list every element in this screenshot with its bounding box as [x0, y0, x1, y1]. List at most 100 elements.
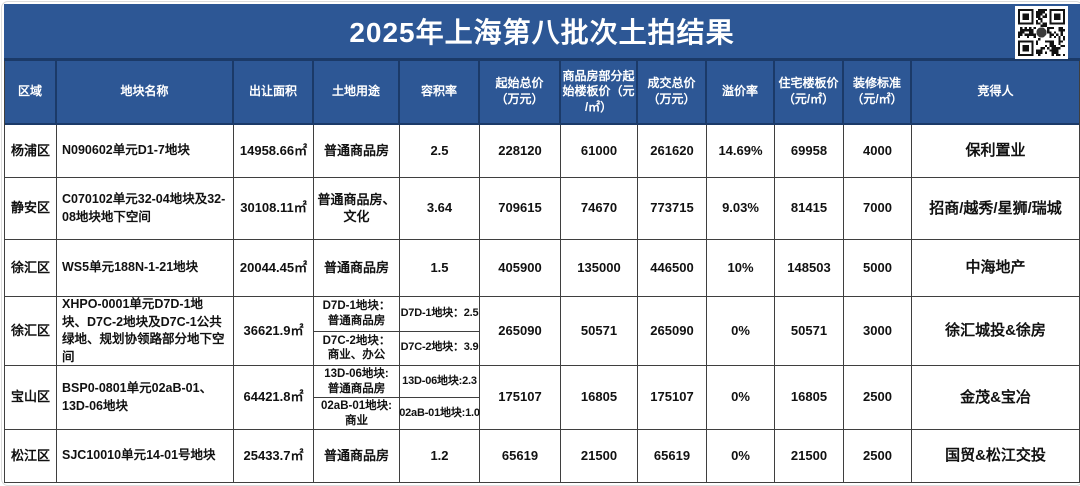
name-cell: N090602单元D1-7地块 — [57, 125, 234, 177]
start-floor-cell: 16805 — [561, 366, 638, 429]
far-subcell: 02aB-01地块:1.0 — [399, 406, 480, 419]
premium-cell: 0% — [707, 366, 775, 429]
area-cell: 30108.11㎡ — [234, 178, 314, 239]
decor-cell: 7000 — [844, 178, 912, 239]
column-header-decor: 装修标准 （元/㎡） — [844, 61, 912, 123]
deal-total-cell: 175107 — [638, 366, 707, 429]
res-floor-cell: 81415 — [775, 178, 844, 239]
qr-code-icon — [1018, 9, 1065, 56]
use-subcell: D7D-1地块： 普通商品房 — [314, 297, 399, 332]
table-row-2: 静安区 C070102单元32-04地块及32-08地块地下空间 30108.11㎡… — [5, 178, 1079, 240]
far-cell: D7D-1地块：2.5 D7C-2地块：3.9 — [400, 297, 480, 365]
use-cell: 13D-06地块: 普通商品房 02aB-01地块: 商业 — [314, 366, 400, 429]
region-cell: 徐汇区 — [5, 240, 57, 296]
start-floor-cell: 50571 — [561, 297, 638, 365]
region-cell: 徐汇区 — [5, 297, 57, 365]
premium-cell: 14.69% — [707, 125, 775, 177]
winner-cell: 招商/越秀/星狮/瑞城 — [929, 199, 1062, 217]
column-header-name: 地块名称 — [57, 61, 234, 123]
name-cell: BSP0-0801单元02aB-01、13D-06地块 — [57, 366, 234, 429]
res-floor-cell: 50571 — [775, 297, 844, 365]
area-cell: 36621.9㎡ — [234, 297, 314, 365]
premium-cell: 10% — [707, 240, 775, 296]
winner-cell: 国贸&松江交投 — [945, 447, 1046, 465]
table-row-1: 杨浦区 N090602单元D1-7地块 14958.66㎡ 普通商品房 2.5 22812… — [5, 125, 1079, 178]
far-cell: 2.5 — [400, 125, 480, 177]
far-subcell: 13D-06地块:2.3 — [400, 366, 479, 398]
area-cell: 14958.66㎡ — [234, 125, 314, 177]
res-floor-cell: 16805 — [775, 366, 844, 429]
res-floor-cell: 21500 — [775, 430, 844, 482]
start-floor-cell: 21500 — [561, 430, 638, 482]
table-row-5: 宝山区 BSP0-0801单元02aB-01、13D-06地块 64421.8㎡ 13… — [5, 366, 1079, 430]
region-cell: 松江区 — [5, 430, 57, 482]
name-cell: SJC10010单元14-01号地块 — [57, 430, 234, 482]
area-cell: 64421.8㎡ — [234, 366, 314, 429]
table-row-3: 徐汇区 WS5单元188N-1-21地块 20044.45㎡ 普通商品房 1.5 4059… — [5, 240, 1079, 297]
use-cell: 普通商品房 — [314, 125, 400, 177]
name-cell: WS5单元188N-1-21地块 — [57, 240, 234, 296]
start-total-cell: 65619 — [480, 430, 561, 482]
far-cell: 3.64 — [400, 178, 480, 239]
winner-cell: 保利置业 — [965, 142, 1026, 160]
area-cell: 20044.45㎡ — [234, 240, 314, 296]
premium-cell: 0% — [707, 430, 775, 482]
table-row-6: 松江区 SJC10010单元14-01号地块 25433.7㎡ 普通商品房 1.2 656… — [5, 430, 1079, 482]
deal-total-cell: 446500 — [638, 240, 707, 296]
column-header-region: 区域 — [5, 61, 57, 123]
winner-cell: 金茂&宝冶 — [960, 388, 1031, 406]
far-cell: 13D-06地块:2.3 02aB-01地块:1.0 — [399, 366, 480, 429]
region-cell: 杨浦区 — [5, 125, 57, 177]
far-cell: 1.2 — [400, 430, 480, 482]
start-total-cell: 405900 — [480, 240, 561, 296]
column-header-deal_total: 成交总价 （万元） — [638, 61, 707, 123]
use-subcell: 02aB-01地块: 商业 — [321, 400, 392, 427]
auction-table: 区域 地块名称 出让面积 土地用途 容积率 起始总价 （万元） 商品房部分起 始楼板价（元 … — [4, 61, 1080, 483]
region-cell: 静安区 — [5, 178, 57, 239]
premium-cell: 9.03% — [707, 178, 775, 239]
title-bar: 2025年上海第八批次土拍结果 — [4, 4, 1080, 61]
column-header-far: 容积率 — [400, 61, 480, 123]
table-header-row: 区域 地块名称 出让面积 土地用途 容积率 起始总价 （万元） 商品房部分起 始楼板价（元 … — [5, 61, 1079, 125]
decor-cell: 2500 — [844, 430, 912, 482]
column-header-use: 土地用途 — [314, 61, 400, 123]
start-total-cell: 265090 — [480, 297, 561, 365]
start-floor-cell: 74670 — [561, 178, 638, 239]
name-cell: C070102单元32-04地块及32-08地块地下空间 — [57, 178, 234, 239]
column-header-winner: 竞得人 — [977, 84, 1014, 99]
far-subcell: D7C-2地块：3.9 — [400, 341, 479, 354]
res-floor-cell: 69958 — [775, 125, 844, 177]
start-total-cell: 175107 — [480, 366, 561, 429]
use-subcell: 13D-06地块: 普通商品房 — [314, 366, 399, 398]
column-header-start_total: 起始总价 （万元） — [480, 61, 561, 123]
use-cell: 普通商品房、 文化 — [314, 178, 400, 239]
use-cell: 普通商品房 — [314, 240, 400, 296]
start-floor-cell: 61000 — [561, 125, 638, 177]
premium-cell: 0% — [707, 297, 775, 365]
far-subcell: D7D-1地块：2.5 — [400, 297, 479, 332]
column-header-start_floor: 商品房部分起 始楼板价（元 /㎡） — [561, 61, 638, 123]
column-header-area: 出让面积 — [234, 61, 314, 123]
deal-total-cell: 65619 — [638, 430, 707, 482]
table-row-4: 徐汇区 XHPO-0001单元D7D-1地块、D7C-2地块及D7C-1公共绿地、… — [5, 297, 1079, 366]
region-cell: 宝山区 — [5, 366, 57, 429]
start-total-cell: 228120 — [480, 125, 561, 177]
res-floor-cell: 148503 — [775, 240, 844, 296]
name-cell: XHPO-0001单元D7D-1地块、D7C-2地块及D7C-1公共绿地、规划协… — [57, 297, 234, 365]
start-total-cell: 709615 — [480, 178, 561, 239]
use-cell: 普通商品房 — [314, 430, 400, 482]
decor-cell: 3000 — [844, 297, 912, 365]
table-body: 杨浦区 N090602单元D1-7地块 14958.66㎡ 普通商品房 2.5 22812… — [5, 125, 1079, 482]
deal-total-cell: 773715 — [638, 178, 707, 239]
use-cell: D7D-1地块： 普通商品房 D7C-2地块： 商业、办公 — [314, 297, 400, 365]
use-subcell: D7C-2地块： 商业、办公 — [322, 334, 391, 362]
qr-code — [1015, 6, 1068, 59]
area-cell: 25433.7㎡ — [234, 430, 314, 482]
deal-total-cell: 261620 — [638, 125, 707, 177]
winner-cell: 中海地产 — [965, 259, 1026, 277]
decor-cell: 2500 — [844, 366, 912, 429]
page-title: 2025年上海第八批次土拍结果 — [349, 17, 735, 48]
deal-total-cell: 265090 — [638, 297, 707, 365]
column-header-premium: 溢价率 — [707, 61, 775, 123]
